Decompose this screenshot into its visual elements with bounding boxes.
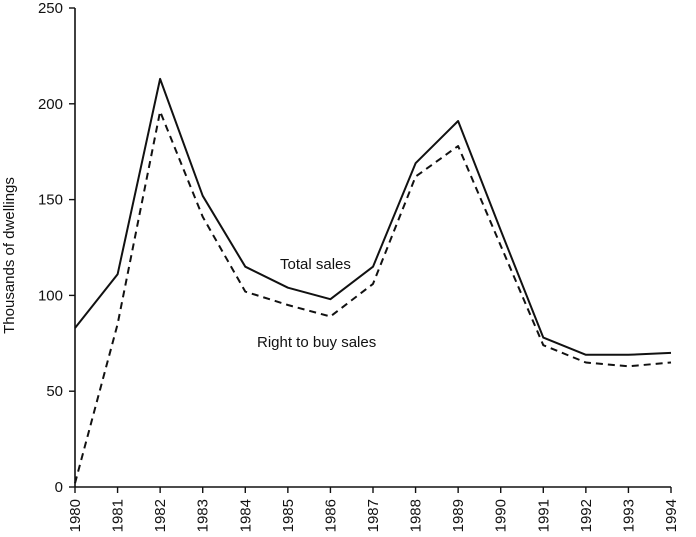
x-tick-label-1982: 1982: [152, 499, 169, 532]
x-ticks: 1980 1981 1982 1983 1984 1985 1986 1987 1988 1989…: [67, 487, 680, 532]
x-tick-label-1987: 1987: [365, 499, 382, 532]
right-to-buy-sales-label: Right to buy sales: [257, 334, 376, 351]
y-tick-label-200: 200: [38, 96, 63, 113]
y-tick-label-250: 250: [38, 0, 63, 17]
y-ticks: 0 50 100 150 200 250: [38, 0, 75, 496]
series-layer: [74, 77, 672, 484]
y-tick-label-100: 100: [38, 287, 63, 304]
x-tick-label-1984: 1984: [237, 499, 254, 532]
right-to-buy-sales-line: [74, 110, 672, 484]
x-tick-label-1992: 1992: [578, 499, 595, 532]
total-sales-line: [74, 77, 672, 356]
y-axis-label: Thousands of dwellings: [1, 177, 18, 334]
x-tick-label-1993: 1993: [620, 499, 637, 532]
x-tick-label-1991: 1991: [535, 499, 552, 532]
x-tick-label-1988: 1988: [408, 499, 425, 532]
x-tick-label-1994: 1994: [663, 499, 680, 532]
y-tick-label-50: 50: [46, 383, 63, 400]
x-tick-label-1980: 1980: [67, 499, 84, 532]
x-tick-label-1990: 1990: [493, 499, 510, 532]
y-tick-label-150: 150: [38, 192, 63, 209]
axes: [74, 8, 671, 488]
x-tick-label-1986: 1986: [322, 499, 339, 532]
x-tick-label-1985: 1985: [280, 499, 297, 532]
total-sales-label: Total sales: [280, 256, 351, 273]
x-tick-label-1981: 1981: [110, 499, 127, 532]
y-tick-label-0: 0: [55, 479, 63, 496]
x-tick-label-1989: 1989: [450, 499, 467, 532]
x-tick-label-1983: 1983: [195, 499, 212, 532]
